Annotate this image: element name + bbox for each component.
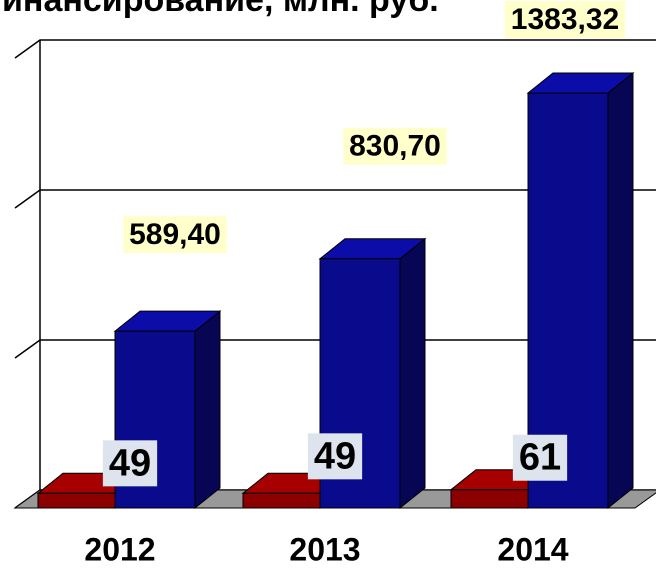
grid-line — [14, 189, 656, 209]
value-label-box — [123, 216, 227, 254]
value-label-box — [512, 434, 568, 481]
bar — [242, 492, 321, 509]
bar-side — [607, 71, 634, 510]
grid-line — [14, 39, 656, 59]
x-tick-label: 2013 — [289, 531, 360, 567]
value-label-box — [343, 127, 447, 165]
value-label-box — [504, 0, 626, 38]
x-tick-label: 2014 — [497, 531, 568, 567]
value-label: 830,70 — [349, 130, 441, 163]
bar-side — [194, 310, 221, 510]
x-tick-label: 2012 — [84, 531, 155, 567]
grid-line — [14, 339, 656, 359]
value-label-box — [307, 433, 363, 480]
chart-title: инансирование, млн. руб. — [2, 0, 439, 19]
bar-side — [399, 237, 426, 510]
value-label: 1383,32 — [511, 3, 619, 36]
value-label: 49 — [314, 435, 356, 477]
value-label: 61 — [519, 437, 561, 479]
value-label: 589,40 — [129, 218, 221, 251]
value-label: 49 — [109, 442, 151, 484]
bar — [37, 492, 116, 509]
value-label-box — [102, 440, 158, 487]
bar — [450, 489, 529, 509]
